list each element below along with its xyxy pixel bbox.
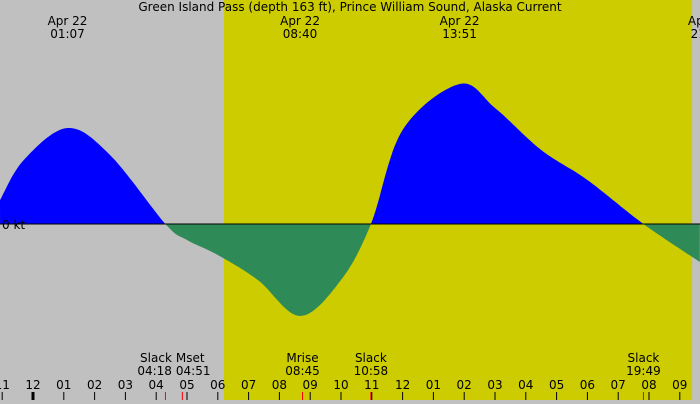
- x-tick-label: 09: [303, 378, 318, 392]
- peak-date-label: Apr 22: [440, 14, 480, 28]
- chart-title: Green Island Pass (depth 163 ft), Prince…: [138, 0, 562, 14]
- x-tick-label: 02: [457, 378, 472, 392]
- ebb-area: [0, 224, 700, 316]
- peak-time-label: 13:51: [442, 27, 477, 41]
- x-tick-label: 05: [179, 378, 194, 392]
- x-tick-label: 08: [272, 378, 287, 392]
- x-tick-label: 10: [333, 378, 348, 392]
- event-label: Slack: [355, 351, 387, 365]
- zero-label: 0 kt: [2, 218, 25, 232]
- x-tick-label: 06: [210, 378, 225, 392]
- event-label: Slack: [140, 351, 172, 365]
- peak-time-label: 08:40: [283, 27, 318, 41]
- event-time: 04:51: [176, 364, 211, 378]
- event-label: Slack: [628, 351, 660, 365]
- peak-time-label: 01:07: [50, 27, 85, 41]
- x-tick-label: 12: [25, 378, 40, 392]
- x-tick-label: 05: [549, 378, 564, 392]
- x-tick-label: 11: [364, 378, 379, 392]
- peak-date-label: Apr: [688, 14, 700, 28]
- event-time: 08:45: [285, 364, 320, 378]
- event-time: 04:18: [137, 364, 172, 378]
- x-tick-label: 06: [580, 378, 595, 392]
- x-tick-label: 07: [241, 378, 256, 392]
- x-tick-label: 03: [118, 378, 133, 392]
- x-tick-label: 09: [672, 378, 687, 392]
- x-tick-label: 03: [487, 378, 502, 392]
- event-label: Mset: [176, 351, 205, 365]
- x-tick-label: 04: [149, 378, 164, 392]
- x-tick-label: 11: [0, 378, 10, 392]
- event-label: Mrise: [286, 351, 318, 365]
- x-tick-label: 02: [87, 378, 102, 392]
- event-time: 10:58: [354, 364, 389, 378]
- x-tick-label: 08: [641, 378, 656, 392]
- peak-time-label: 21: [691, 27, 700, 41]
- flood-area: [0, 83, 700, 224]
- x-tick-label: 01: [426, 378, 441, 392]
- x-tick-label: 07: [611, 378, 626, 392]
- x-tick-label: 04: [518, 378, 533, 392]
- peak-date-label: Apr 22: [48, 14, 88, 28]
- x-tick-label: 12: [395, 378, 410, 392]
- event-time: 19:49: [626, 364, 661, 378]
- x-tick-label: 01: [56, 378, 71, 392]
- peak-date-label: Apr 22: [280, 14, 320, 28]
